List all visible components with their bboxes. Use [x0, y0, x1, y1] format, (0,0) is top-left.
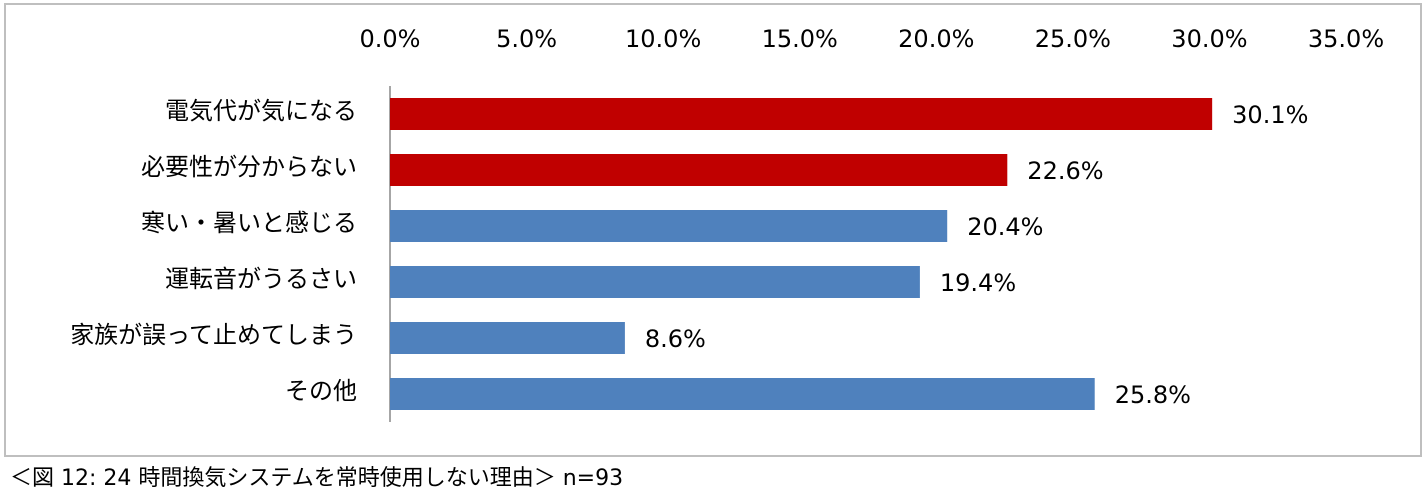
bar [390, 266, 920, 298]
y-tick-label: 運転音がうるさい [165, 265, 357, 293]
value-label: 19.4% [940, 269, 1016, 297]
y-tick-label: 必要性が分からない [141, 153, 357, 181]
x-tick-label: 0.0% [360, 25, 421, 53]
x-tick-label: 5.0% [496, 25, 557, 53]
y-tick-label: その他 [285, 377, 357, 405]
y-tick-label: 家族が誤って止めてしまう [70, 321, 357, 349]
bar [390, 210, 948, 242]
y-tick-label: 寒い・暑いと感じる [141, 209, 357, 237]
bar [390, 378, 1095, 410]
bar [390, 98, 1213, 130]
x-tick-label: 35.0% [1308, 25, 1384, 53]
x-tick-label: 25.0% [1035, 25, 1111, 53]
value-label: 8.6% [645, 325, 706, 353]
x-tick-label: 20.0% [898, 25, 974, 53]
value-label: 30.1% [1232, 101, 1308, 129]
bar [390, 154, 1008, 186]
y-tick-label: 電気代が気になる [165, 97, 357, 125]
x-tick-label: 10.0% [625, 25, 701, 53]
value-label: 25.8% [1115, 381, 1191, 409]
caption: ＜図 12: 24 時間換気システムを常時使用しない理由＞ n=93 [10, 466, 623, 491]
bar [390, 322, 625, 354]
value-label: 22.6% [1027, 157, 1103, 185]
x-tick-label: 15.0% [762, 25, 838, 53]
value-label: 20.4% [967, 213, 1043, 241]
x-tick-label: 30.0% [1171, 25, 1247, 53]
